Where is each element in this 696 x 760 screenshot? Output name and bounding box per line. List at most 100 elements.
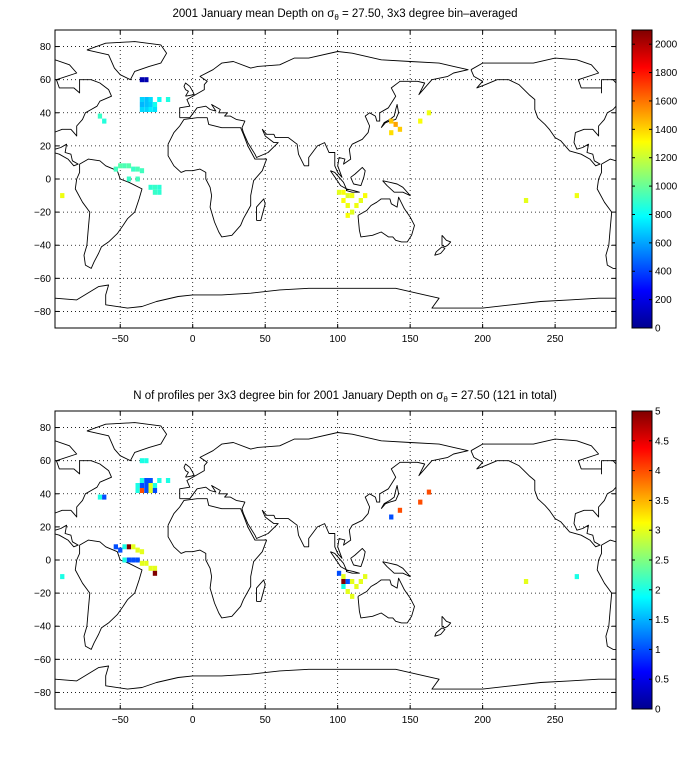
count-x-ticks: −50 0 50 100 150 200 250 — [112, 411, 564, 726]
colorbar-tick-label: 400 — [655, 267, 672, 278]
count-panel: N of profiles per 3x3 degree bin for 200… — [34, 390, 669, 726]
data-cell — [354, 584, 359, 589]
data-cell — [152, 488, 158, 493]
data-cell — [122, 544, 127, 550]
data-cell — [341, 574, 346, 580]
data-cell — [139, 488, 145, 493]
y-tick-label: 40 — [40, 489, 52, 500]
y-tick-label: 60 — [40, 456, 52, 467]
landmass-group — [55, 41, 616, 309]
data-cell — [148, 184, 153, 190]
coastline — [596, 545, 616, 650]
data-cell — [144, 102, 149, 107]
coastline — [179, 432, 469, 559]
coastline — [86, 41, 168, 81]
data-cell — [97, 494, 103, 500]
y-tick-label: −80 — [34, 688, 51, 699]
colorbar-tick-label: 800 — [655, 210, 672, 221]
colorbar-tick-label: 1200 — [655, 153, 678, 164]
data-cell — [336, 189, 342, 195]
coastline — [380, 485, 400, 509]
coastline — [86, 422, 168, 462]
data-cell — [345, 193, 350, 199]
coastline — [601, 539, 616, 546]
coastline — [601, 158, 616, 165]
x-tick-label: 0 — [190, 334, 196, 345]
data-cell — [345, 579, 350, 584]
data-cell — [350, 593, 355, 599]
x-tick-label: 200 — [474, 334, 491, 345]
x-tick-label: −50 — [112, 334, 129, 345]
x-tick-label: 50 — [260, 715, 272, 726]
data-cell — [148, 107, 153, 112]
data-cell — [102, 118, 107, 124]
y-tick-label: 60 — [40, 75, 52, 86]
data-cell — [139, 483, 145, 488]
colorbar-tick-label: 0 — [655, 324, 661, 335]
data-cell — [139, 77, 145, 83]
data-cell — [139, 478, 145, 483]
data-cell — [113, 544, 118, 550]
data-cell — [345, 212, 350, 218]
depth-colorbar — [631, 29, 653, 329]
coastline — [74, 539, 143, 650]
coastline — [470, 438, 616, 475]
data-cell — [126, 544, 132, 550]
data-cell — [350, 209, 355, 215]
data-cell — [126, 163, 132, 169]
data-cell — [165, 478, 171, 483]
coastline — [167, 117, 268, 238]
y-tick-label: 0 — [45, 175, 51, 186]
depth-grid — [55, 30, 616, 328]
colorbar-tick-label: 0 — [655, 705, 661, 716]
data-cell — [144, 97, 149, 102]
data-cell — [144, 483, 149, 488]
depth-y-ticks: −80 −60 −40 −20 0 20 40 60 80 — [34, 42, 616, 318]
data-cell — [135, 557, 140, 563]
data-cell — [574, 193, 579, 199]
y-tick-label: 0 — [45, 556, 51, 567]
data-cell — [152, 102, 158, 107]
data-cell — [363, 193, 368, 199]
y-tick-label: −60 — [34, 274, 51, 285]
colorbar-tick-label: 4 — [655, 466, 661, 477]
data-cell — [135, 488, 140, 493]
coastline — [441, 235, 452, 248]
colorbar-tick-label: 1000 — [655, 182, 678, 193]
x-tick-label: 0 — [190, 715, 196, 726]
x-tick-label: 250 — [547, 715, 564, 726]
data-cell — [350, 579, 355, 584]
coastline — [74, 158, 143, 269]
landmass-group — [55, 422, 616, 690]
data-cell — [152, 570, 158, 576]
data-cell — [144, 107, 149, 112]
depth-colorbar-ticks: 0 200 400 600 800 1000 1200 1400 1600 1800 2000 — [632, 40, 678, 335]
data-cell — [152, 189, 158, 195]
data-cell — [152, 565, 158, 571]
x-tick-label: 100 — [329, 334, 346, 345]
data-cell — [135, 176, 140, 182]
coastline — [256, 198, 266, 221]
data-cell — [118, 547, 123, 553]
colorbar-tick-label: 200 — [655, 295, 672, 306]
data-cell — [165, 97, 171, 102]
colorbar-tick-label: 0.5 — [655, 675, 669, 686]
count-coastlines — [55, 422, 616, 690]
y-tick-label: 80 — [40, 423, 52, 434]
colorbar-tick-label: 1800 — [655, 68, 678, 79]
coastline — [345, 188, 360, 193]
depth-coastlines — [55, 41, 616, 309]
coastline — [345, 569, 360, 574]
y-tick-label: 80 — [40, 42, 52, 53]
data-cell — [418, 118, 423, 124]
y-tick-label: 20 — [40, 522, 52, 533]
data-cell — [426, 489, 432, 495]
coastline — [470, 450, 616, 548]
data-cell — [118, 163, 123, 169]
coastline — [183, 463, 195, 478]
data-cell — [358, 198, 363, 203]
data-cell — [341, 579, 346, 584]
colorbar-tick-label: 2.5 — [655, 556, 669, 567]
data-cell — [131, 166, 136, 172]
count-colorbar-ticks: 0 0.5 1 1.5 2 2.5 3 3.5 4 4.5 5 — [632, 407, 669, 716]
